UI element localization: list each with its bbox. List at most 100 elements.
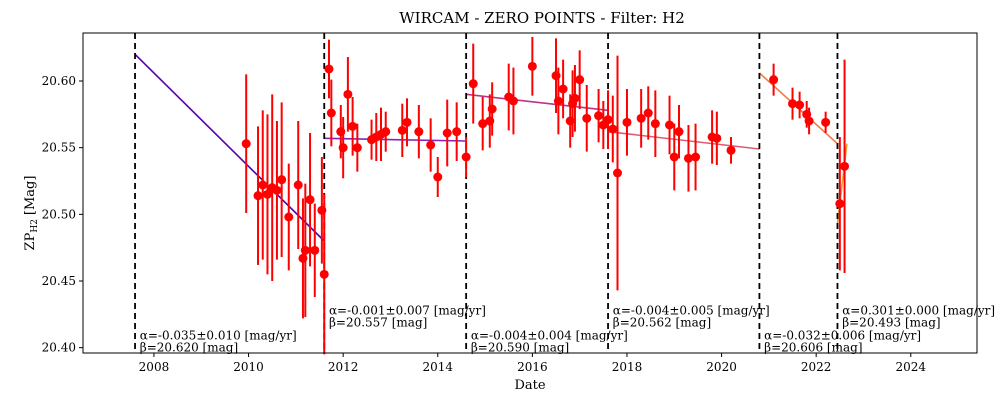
fit-5-alpha-label: α=-0.032±0.006 [mag/yr]: [764, 329, 921, 343]
y-tick-label-3: 20.55: [42, 141, 76, 155]
data-point-28: [402, 117, 412, 127]
x-tick-label-2024: 2024: [896, 360, 927, 374]
y-tick-label-0: 20.40: [42, 341, 76, 355]
data-point-38: [487, 104, 497, 114]
fit-2-alpha-label: α=-0.001±0.007 [mag/yr]: [329, 303, 486, 317]
data-point-13: [310, 245, 320, 255]
x-tick-label-2008: 2008: [139, 360, 170, 374]
data-point-9: [293, 180, 303, 190]
data-point-71: [804, 116, 814, 126]
fit-4-alpha-label: α=-0.004±0.005 [mag/yr]: [613, 303, 770, 317]
data-point-55: [622, 117, 632, 127]
data-point-2: [253, 191, 263, 201]
data-point-68: [788, 99, 798, 109]
data-point-14: [317, 205, 327, 215]
data-point-69: [795, 100, 805, 110]
chart-title: WIRCAM - ZERO POINTS - Filter: H2: [399, 9, 685, 27]
fit-6-alpha-label: α=0.301±0.000 [mag/yr]: [842, 303, 995, 317]
data-point-59: [665, 120, 675, 130]
data-point-31: [433, 172, 443, 182]
break-lines: [134, 33, 839, 353]
data-point-4: [262, 189, 272, 199]
data-point-26: [381, 127, 391, 137]
x-tick-label-2016: 2016: [517, 360, 548, 374]
y-axis: 20.40 20.45 20.50 20.55 20.60: [42, 74, 83, 355]
data-point-63: [691, 152, 701, 162]
data-point-32: [442, 128, 452, 138]
data-point-45: [565, 116, 575, 126]
fit-1-beta-label: β=20.620 [mag]: [140, 341, 238, 355]
data-point-43: [553, 96, 563, 106]
data-point-52: [603, 115, 613, 125]
fit-line-1: [134, 53, 325, 242]
data-point-41: [527, 61, 537, 71]
data-point-74: [840, 161, 850, 171]
data-point-6: [272, 185, 282, 195]
x-axis-label: Date: [514, 378, 545, 393]
data-point-49: [582, 113, 592, 123]
y-tick-label-4: 20.60: [42, 74, 76, 88]
data-point-1: [241, 139, 251, 149]
data-point-33: [452, 127, 462, 137]
fit-line-2: [324, 137, 467, 142]
data-point-54: [613, 168, 623, 178]
data-point-34: [461, 152, 471, 162]
x-tick-label-2010: 2010: [233, 360, 264, 374]
data-point-22: [352, 143, 362, 153]
x-tick-label-2022: 2022: [801, 360, 832, 374]
fit-1-alpha-label: α=-0.035±0.010 [mag/yr]: [140, 329, 297, 343]
data-point-58: [650, 119, 660, 129]
x-tick-label-2020: 2020: [706, 360, 737, 374]
data-point-57: [643, 108, 653, 118]
data-point-48: [575, 75, 585, 85]
data-point-60: [669, 152, 679, 162]
data-point-15: [319, 269, 329, 279]
data-point-42: [551, 71, 561, 81]
data-point-40: [508, 96, 518, 106]
y-axis-label-sub: H2: [30, 219, 40, 233]
data-point-3: [258, 180, 268, 190]
data-point-37: [485, 116, 495, 126]
data-point-61: [674, 127, 684, 137]
data-point-67: [769, 75, 779, 85]
data-point-11: [300, 245, 310, 255]
fit-3-beta-label: β=20.590 [mag]: [471, 341, 569, 355]
data-point-30: [426, 140, 436, 150]
data-point-73: [835, 199, 845, 209]
y-tick-label-2: 20.50: [42, 207, 76, 221]
y-axis-label-unit: [Mag]: [23, 176, 38, 216]
fit-3-alpha-label: α=-0.004±0.004 [mag/yr]: [471, 329, 628, 343]
x-tick-label-2018: 2018: [612, 360, 643, 374]
fit-6-beta-label: β=20.493 [mag]: [842, 315, 940, 329]
y-axis-label: ZPH2 [Mag]: [23, 176, 40, 251]
plot-frame: [82, 32, 978, 354]
data-point-36: [478, 119, 488, 129]
data-point-53: [608, 124, 618, 134]
data-point-16: [324, 64, 334, 74]
data-point-12: [305, 195, 315, 205]
data-point-10: [298, 253, 308, 263]
data-point-20: [343, 89, 353, 99]
fit-4-beta-label: β=20.562 [mag]: [613, 315, 711, 329]
data-point-50: [594, 111, 604, 121]
data-point-47: [570, 93, 580, 103]
data-point-35: [468, 79, 478, 89]
data-point-19: [338, 143, 348, 153]
data-point-21: [348, 121, 358, 131]
data-point-65: [712, 133, 722, 143]
data-point-44: [558, 84, 568, 94]
y-axis-label-main: ZP: [23, 232, 38, 250]
data-point-27: [397, 125, 407, 135]
data-points: [241, 61, 850, 279]
fit-line-4: [607, 130, 760, 150]
data-point-66: [726, 145, 736, 155]
data-point-17: [326, 108, 336, 118]
x-tick-label-2014: 2014: [422, 360, 453, 374]
data-point-56: [636, 113, 646, 123]
fit-lines: [134, 53, 848, 242]
x-tick-label-2012: 2012: [328, 360, 359, 374]
data-point-72: [821, 117, 831, 127]
data-point-29: [414, 127, 424, 137]
y-tick-label-1: 20.45: [42, 274, 76, 288]
